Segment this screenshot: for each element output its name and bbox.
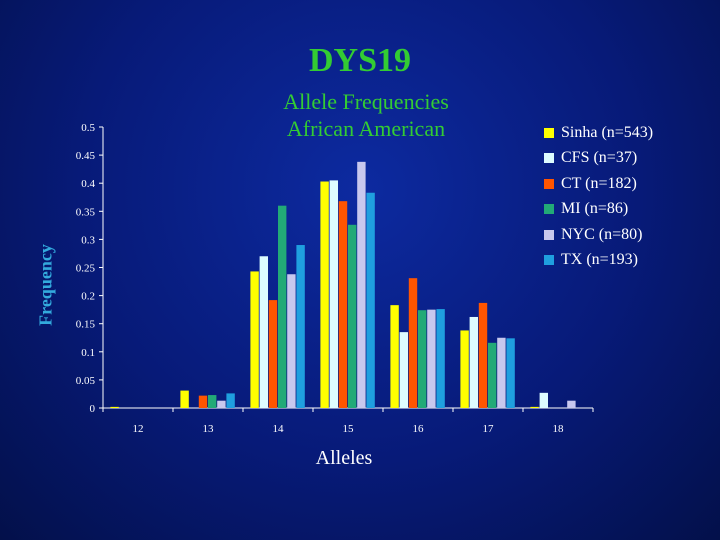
bar: [338, 201, 348, 408]
bar: [329, 180, 338, 408]
legend-swatch: [544, 178, 554, 189]
bar: [357, 161, 366, 408]
y-tick-label: 0.4: [81, 178, 95, 190]
legend-item: CT (n=182): [544, 171, 653, 197]
bar: [469, 316, 478, 408]
legend-swatch: [544, 153, 554, 164]
y-tick-label: 0.3: [81, 234, 95, 246]
x-tick-label: 15: [343, 423, 355, 435]
bar: [488, 342, 497, 408]
y-tick-label: 0.15: [76, 319, 96, 331]
legend-label: Sinha (n=543): [561, 123, 654, 141]
bar: [366, 192, 375, 408]
bar: [399, 332, 408, 408]
bar: [460, 330, 469, 408]
x-tick-label: 14: [273, 423, 285, 435]
x-tick-label: 18: [553, 423, 565, 435]
y-tick-label: 0.1: [81, 347, 95, 359]
bar: [506, 338, 515, 408]
legend-item: CFS (n=37): [544, 146, 653, 172]
legend-label: TX (n=193): [561, 251, 639, 269]
legend-label: NYC (n=80): [561, 225, 643, 243]
legend-label: CFS (n=37): [561, 149, 638, 167]
bar: [567, 400, 576, 408]
x-tick-label: 12: [133, 423, 144, 435]
y-tick-label: 0.05: [76, 375, 96, 387]
x-tick-label: 16: [413, 423, 425, 435]
legend-swatch: [544, 255, 554, 266]
bar: [250, 271, 259, 408]
legend: Sinha (n=543) CFS (n=37) CT (n=182) MI (n=8…: [544, 120, 653, 273]
bar: [259, 256, 268, 408]
subtitle-line-2: African American: [286, 116, 446, 141]
y-tick-label: 0.2: [81, 291, 95, 303]
bar: [208, 395, 217, 408]
bar: [408, 278, 418, 408]
bar: [436, 309, 445, 408]
bar: [287, 274, 296, 408]
bar: [348, 224, 357, 408]
bar: [497, 337, 506, 408]
y-tick-label: 0.5: [81, 122, 95, 134]
y-tick-label: 0.45: [76, 150, 96, 162]
x-tick-label: 13: [203, 423, 215, 435]
bar: [268, 300, 278, 408]
legend-swatch: [544, 229, 554, 240]
bar: [320, 181, 329, 408]
bar: [418, 310, 427, 408]
bar: [278, 205, 287, 408]
legend-label: MI (n=86): [561, 200, 629, 218]
subtitle-line-1: Allele Frequencies: [283, 89, 449, 114]
bar: [427, 309, 436, 408]
legend-label: CT (n=182): [561, 174, 637, 192]
bar: [180, 390, 189, 408]
chart-title: DYS19: [308, 42, 412, 79]
x-tick-label: 17: [483, 423, 495, 435]
legend-swatch: [544, 127, 554, 138]
legend-item: NYC (n=80): [544, 222, 653, 248]
bar: [390, 305, 399, 408]
bar: [217, 400, 226, 408]
bar: [198, 395, 208, 408]
bar: [530, 406, 539, 408]
y-tick-label: 0.25: [76, 263, 96, 275]
bar: [478, 302, 488, 408]
x-axis-label: Alleles: [315, 447, 373, 469]
bar: [296, 245, 305, 408]
legend-item: MI (n=86): [544, 197, 653, 223]
bar: [539, 392, 548, 408]
bar: [226, 393, 235, 408]
legend-swatch: [544, 204, 554, 215]
bar: [110, 406, 119, 408]
chart-subtitle: Allele Frequencies African American: [266, 88, 466, 142]
legend-item: Sinha (n=543): [544, 120, 653, 146]
y-tick-label: 0.35: [76, 206, 96, 218]
legend-item: TX (n=193): [544, 248, 653, 274]
y-tick-label: 0: [90, 403, 96, 415]
